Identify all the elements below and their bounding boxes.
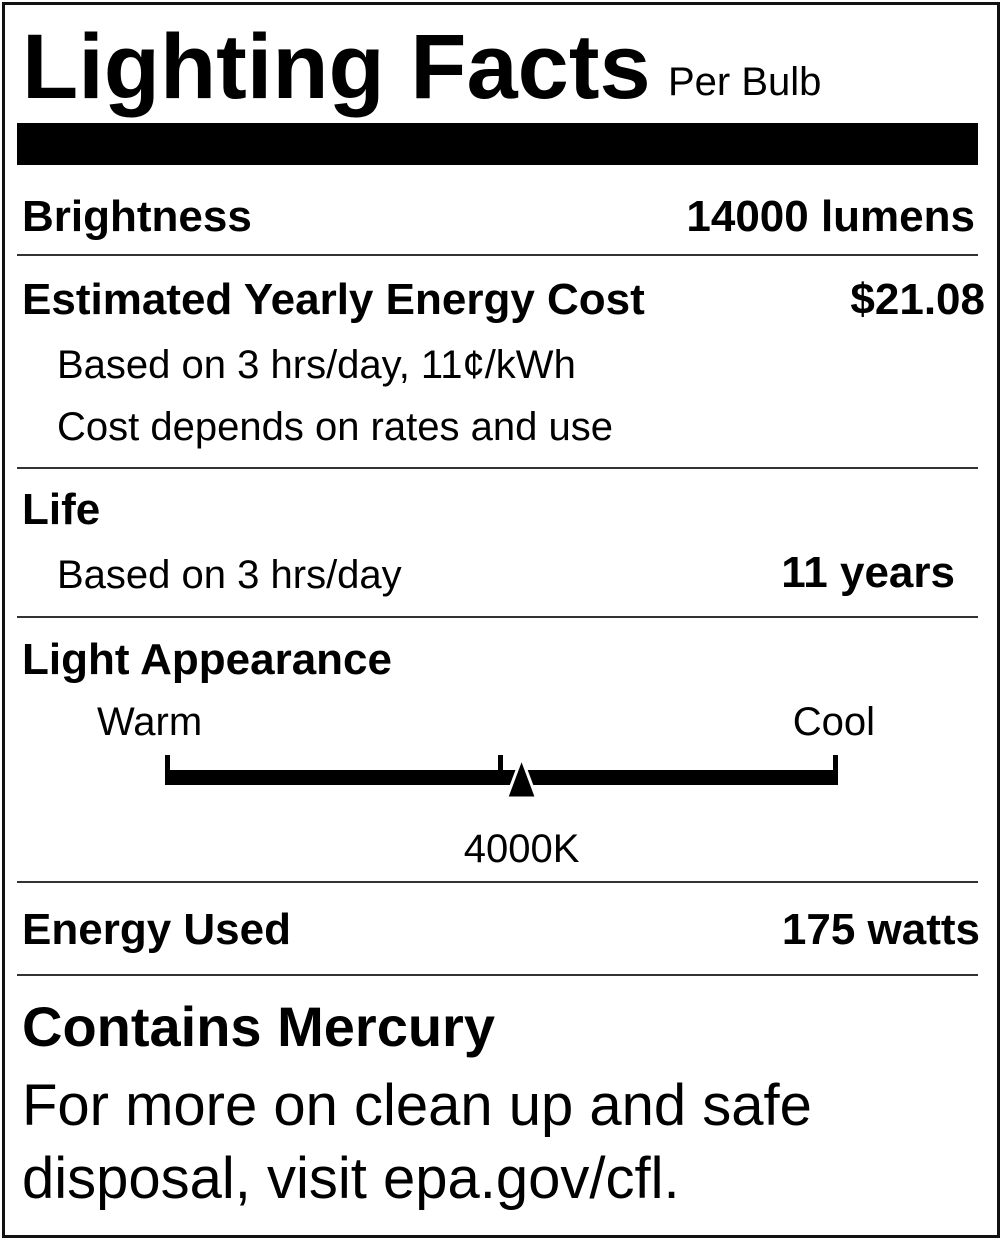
mercury-heading: Contains Mercury [22,995,495,1058]
color-temperature-scale [165,770,838,785]
warm-label: Warm [97,700,203,744]
brightness-value: 14000 lumens [686,192,975,241]
energy-used-label: Energy Used [22,905,291,954]
energy-cost-note-2: Cost depends on rates and use [57,405,613,449]
life-note: Based on 3 hrs/day [57,553,402,597]
divider [17,616,978,618]
energy-cost-note-1: Based on 3 hrs/day, 11¢/kWh [57,343,576,387]
divider [17,467,978,469]
label-title: Lighting Facts [22,16,651,118]
color-temperature-value: 4000K [463,827,580,871]
light-appearance-label: Light Appearance [22,635,392,684]
label-subtitle: Per Bulb [668,60,822,104]
divider [17,881,978,883]
life-value: 11 years [781,548,955,597]
divider [17,254,978,256]
brightness-label: Brightness [22,192,252,241]
header-bar [17,123,978,165]
energy-cost-value: $21.08 [850,275,985,324]
energy-cost-label: Estimated Yearly Energy Cost [22,275,645,324]
scale-tick-right [833,755,838,771]
mercury-note-line-1: For more on clean up and safe [22,1073,812,1138]
scale-tick-middle [498,755,503,771]
life-label: Life [22,485,101,534]
temperature-marker-icon [504,756,539,800]
divider [17,974,978,976]
mercury-note-line-2: disposal, visit epa.gov/cfl. [22,1146,680,1211]
cool-label: Cool [792,700,875,744]
energy-used-value: 175 watts [781,905,980,954]
scale-tick-left [165,755,170,771]
